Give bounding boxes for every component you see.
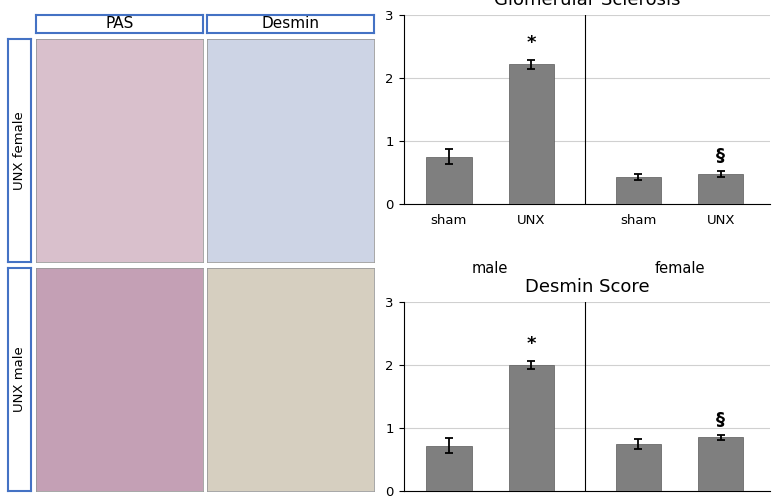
Title: Desmin Score: Desmin Score <box>524 279 650 297</box>
Bar <box>698 174 744 204</box>
Text: *: * <box>527 335 536 353</box>
Bar <box>509 365 554 491</box>
Bar <box>615 444 661 491</box>
Text: *: * <box>527 34 536 52</box>
Text: Desmin: Desmin <box>262 17 320 32</box>
Bar <box>426 446 471 491</box>
Text: male: male <box>472 261 508 276</box>
Text: §: § <box>717 411 725 429</box>
Bar <box>698 437 744 491</box>
Bar <box>509 64 554 204</box>
Bar <box>615 177 661 204</box>
Text: female: female <box>654 261 705 276</box>
Text: UNX female: UNX female <box>13 111 26 190</box>
Bar <box>426 157 471 204</box>
Text: UNX male: UNX male <box>13 347 26 412</box>
Title: Glomerular Sclerosis: Glomerular Sclerosis <box>494 0 680 10</box>
Text: §: § <box>717 147 725 165</box>
Text: PAS: PAS <box>105 17 134 32</box>
